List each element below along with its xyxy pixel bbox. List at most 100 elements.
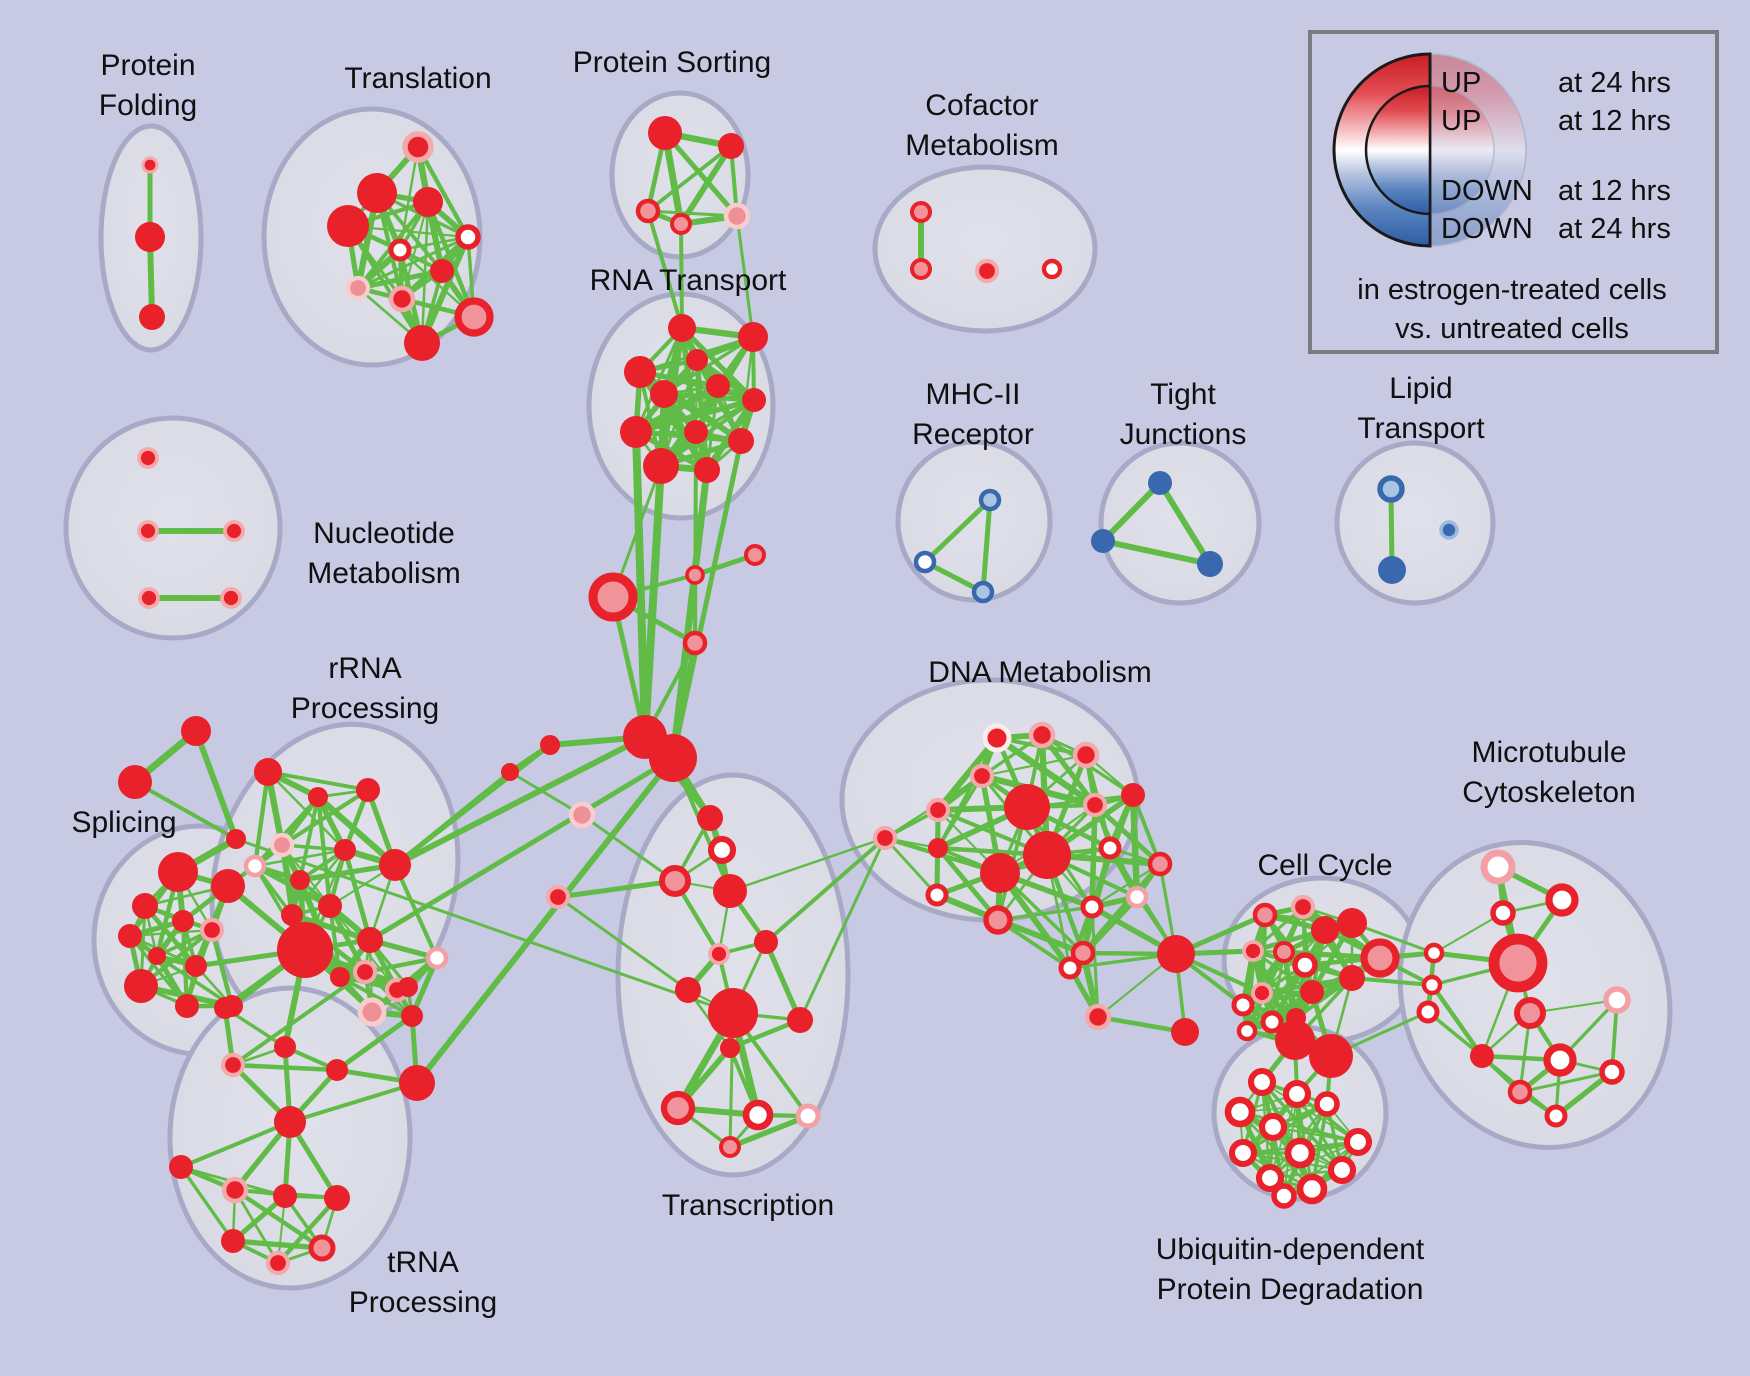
network-edge bbox=[128, 928, 214, 938]
network-node-dm-0 bbox=[982, 723, 1012, 753]
cluster-label-mh: MHC-II bbox=[926, 378, 1021, 411]
cluster-label-tl: Translation bbox=[344, 62, 491, 95]
network-node-mt-1 bbox=[1545, 883, 1579, 917]
network-edge bbox=[355, 268, 445, 291]
cluster-label-tc: Transcription bbox=[662, 1189, 834, 1222]
network-node-sp-6 bbox=[148, 947, 166, 965]
cluster-label-ub: Ubiquitin-dependent bbox=[1156, 1233, 1425, 1266]
network-node-mh-1 bbox=[913, 550, 937, 574]
network-edge bbox=[289, 912, 373, 943]
network-node-ub-1 bbox=[1282, 1079, 1312, 1109]
network-edge bbox=[980, 753, 1088, 778]
network-node-tl-5 bbox=[388, 238, 412, 262]
network-edge bbox=[298, 795, 320, 882]
network-node-rr-3 bbox=[269, 832, 295, 858]
network-node-ps-2 bbox=[635, 198, 661, 224]
cluster-label-cf: Cofactor bbox=[925, 89, 1038, 122]
network-node-tn-12 bbox=[265, 1250, 291, 1276]
network-edge bbox=[288, 1081, 419, 1124]
network-edge bbox=[1244, 948, 1256, 1034]
network-edge bbox=[266, 770, 370, 792]
cluster-label-mh: Receptor bbox=[912, 418, 1034, 451]
network-node-rt-5 bbox=[706, 374, 730, 398]
network-edge bbox=[362, 955, 440, 975]
network-node-dm-5 bbox=[872, 825, 898, 851]
network-edge bbox=[315, 794, 333, 909]
network-node-tl-3 bbox=[413, 187, 443, 217]
network-node-rr-11 bbox=[330, 967, 350, 987]
network-node-tl-2 bbox=[327, 205, 369, 247]
network-edge bbox=[234, 837, 735, 1015]
network-node-rr-18 bbox=[281, 904, 303, 926]
network-node-tj-0 bbox=[1148, 471, 1172, 495]
network-node-dm-4 bbox=[969, 763, 995, 789]
cluster-label-ub: Protein Degradation bbox=[1157, 1273, 1424, 1306]
network-node-dm-8 bbox=[980, 853, 1020, 893]
network-node-dm-16 bbox=[1125, 885, 1149, 909]
network-node-ps-4 bbox=[723, 202, 751, 230]
network-edge bbox=[279, 787, 371, 848]
network-node-mt-5 bbox=[1421, 974, 1443, 996]
network-node-rt-10 bbox=[643, 448, 679, 484]
network-node-rt-0 bbox=[668, 314, 696, 342]
cluster-label-pf: Folding bbox=[99, 89, 197, 122]
network-node-mt-10 bbox=[1470, 1044, 1494, 1068]
network-node-tc-8 bbox=[708, 988, 758, 1038]
network-node-cf-1 bbox=[910, 258, 932, 280]
network-node-mt-0 bbox=[1480, 849, 1516, 885]
network-node-cf-0 bbox=[910, 201, 932, 223]
network-node-tl-8 bbox=[388, 285, 416, 313]
network-node-ub-5 bbox=[1343, 1127, 1373, 1157]
network-edge bbox=[1092, 802, 1163, 867]
cluster-label-cf: Metabolism bbox=[905, 129, 1058, 162]
network-node-sp-4 bbox=[118, 924, 142, 948]
network-node-tl-9 bbox=[454, 297, 494, 337]
network-edge bbox=[646, 144, 733, 213]
network-node-rr-1 bbox=[308, 787, 328, 807]
network-edge bbox=[763, 939, 803, 1023]
network-edge bbox=[233, 1188, 280, 1265]
network-node-rt-9 bbox=[728, 428, 754, 454]
legend-row-dir: UP bbox=[1441, 105, 1481, 137]
cluster-label-tj: Tight bbox=[1150, 378, 1216, 411]
network-edge bbox=[728, 836, 887, 893]
cluster-label-nm: Metabolism bbox=[307, 557, 460, 590]
network-edge bbox=[641, 462, 665, 741]
network-node-sp-3 bbox=[172, 910, 194, 932]
network-node-lt-1 bbox=[1439, 520, 1459, 540]
network-node-ce-1 bbox=[685, 565, 705, 585]
network-node-rr-5 bbox=[334, 839, 356, 861]
legend-row-time: at 24 hrs bbox=[1558, 213, 1671, 245]
network-node-ub-0 bbox=[1247, 1067, 1277, 1097]
network-edge bbox=[764, 836, 887, 944]
legend-caption-line1: in estrogen-treated cells bbox=[1357, 274, 1667, 306]
network-node-tn-8 bbox=[273, 1184, 297, 1208]
network-node-rt-8 bbox=[684, 420, 708, 444]
network-node-dm-18 bbox=[1070, 940, 1096, 966]
network-node-tc-7 bbox=[675, 977, 701, 1003]
network-node-cc-1 bbox=[1290, 894, 1316, 920]
cluster-ellipse-mh bbox=[895, 439, 1053, 603]
network-node-mt-2 bbox=[1490, 900, 1516, 926]
network-node-rr-7 bbox=[379, 849, 411, 881]
network-node-ub-3 bbox=[1258, 1112, 1288, 1142]
network-node-cc-14 bbox=[1309, 1034, 1353, 1078]
network-node-mh-0 bbox=[978, 488, 1002, 512]
network-edge bbox=[342, 847, 373, 943]
network-node-sp-1 bbox=[211, 869, 245, 903]
network-node-rr-14 bbox=[401, 1005, 423, 1027]
network-node-ub-10 bbox=[1296, 1173, 1328, 1205]
network-node-tri-2 bbox=[226, 829, 246, 849]
network-edge bbox=[935, 845, 1001, 923]
network-node-dm-7 bbox=[1023, 831, 1071, 879]
network-edge bbox=[662, 130, 740, 219]
network-edge bbox=[922, 497, 993, 565]
network-edge bbox=[1244, 989, 1315, 1034]
network-node-mt-6 bbox=[1416, 1000, 1440, 1024]
network-node-ub-8 bbox=[1327, 1155, 1357, 1185]
legend: UP at 24 hrs UP at 12 hrs DOWN at 12 hrs… bbox=[1308, 30, 1719, 354]
network-node-tl-10 bbox=[404, 325, 440, 361]
network-node-tl-1 bbox=[357, 173, 397, 213]
network-edge bbox=[392, 734, 648, 868]
